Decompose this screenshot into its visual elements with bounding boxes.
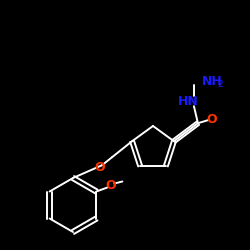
Text: HN: HN xyxy=(178,95,198,108)
Text: NH: NH xyxy=(202,75,223,88)
Text: O: O xyxy=(105,179,116,192)
Text: O: O xyxy=(206,113,217,126)
Text: O: O xyxy=(95,161,106,174)
Text: 2: 2 xyxy=(217,80,223,89)
